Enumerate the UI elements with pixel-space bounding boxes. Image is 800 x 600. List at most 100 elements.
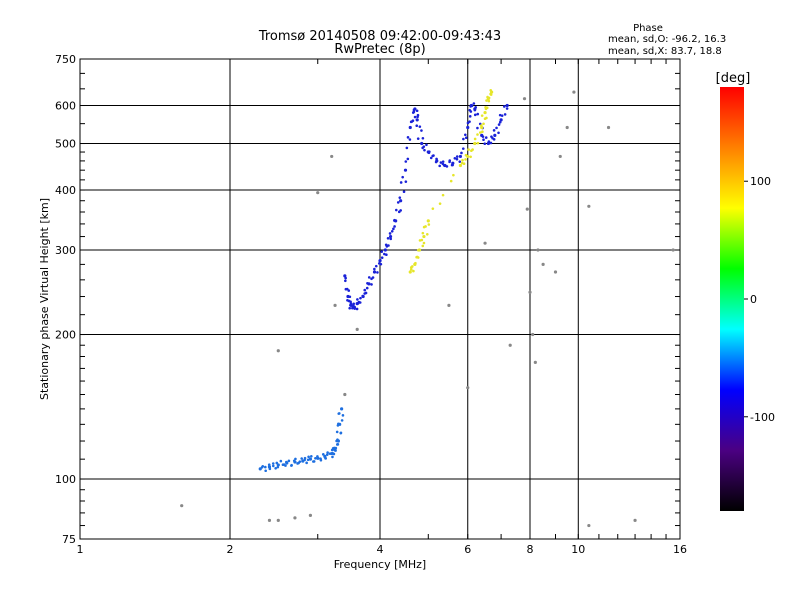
data-point bbox=[464, 153, 468, 157]
data-point bbox=[426, 219, 430, 223]
data-point bbox=[325, 453, 329, 456]
y-tick-label: 750 bbox=[55, 53, 76, 66]
data-point bbox=[340, 407, 344, 411]
data-point bbox=[415, 118, 419, 122]
data-point bbox=[276, 518, 280, 522]
data-point bbox=[373, 267, 376, 271]
data-point bbox=[335, 439, 338, 443]
data-point bbox=[348, 295, 352, 299]
y-tick-label: 600 bbox=[55, 100, 76, 113]
colorbar-tick-label: 0 bbox=[750, 293, 757, 306]
data-point bbox=[408, 270, 412, 274]
data-point bbox=[406, 136, 410, 139]
data-point bbox=[461, 147, 465, 150]
data-point bbox=[268, 467, 272, 471]
data-point bbox=[485, 99, 488, 102]
data-point bbox=[487, 96, 491, 100]
data-point bbox=[447, 303, 451, 308]
data-point bbox=[303, 456, 307, 460]
data-point bbox=[476, 112, 480, 116]
chart-title: Tromsø 20140508 09:42:00-09:43:43 bbox=[258, 29, 501, 44]
data-point bbox=[505, 103, 509, 108]
data-point bbox=[420, 238, 424, 242]
data-point bbox=[401, 175, 404, 179]
data-point bbox=[410, 265, 414, 268]
data-point bbox=[402, 190, 406, 194]
data-point bbox=[449, 179, 453, 183]
data-point bbox=[467, 148, 470, 151]
data-point bbox=[451, 163, 454, 167]
data-point bbox=[330, 154, 334, 159]
data-point bbox=[453, 156, 457, 160]
data-point bbox=[434, 160, 438, 164]
data-point bbox=[420, 129, 423, 132]
data-point bbox=[379, 258, 382, 262]
x-tick-label: 1 bbox=[77, 543, 84, 556]
data-point bbox=[489, 141, 493, 145]
data-point bbox=[293, 516, 297, 520]
data-point bbox=[432, 154, 435, 157]
data-point bbox=[355, 327, 359, 331]
data-point bbox=[474, 106, 477, 109]
data-point bbox=[383, 252, 386, 256]
data-point bbox=[428, 150, 431, 153]
data-point bbox=[413, 115, 417, 119]
data-point bbox=[412, 269, 415, 273]
data-point bbox=[461, 158, 464, 162]
x-tick-label: 8 bbox=[527, 543, 534, 556]
data-point bbox=[483, 241, 487, 245]
data-point bbox=[431, 207, 435, 210]
data-point bbox=[340, 419, 344, 422]
data-point bbox=[466, 125, 470, 130]
data-point bbox=[473, 108, 477, 112]
data-point bbox=[349, 302, 353, 305]
data-point bbox=[312, 460, 316, 463]
data-point bbox=[403, 168, 408, 172]
data-point bbox=[671, 248, 675, 252]
data-point bbox=[481, 135, 485, 138]
data-point bbox=[472, 102, 476, 105]
data-point bbox=[332, 452, 336, 456]
data-point bbox=[480, 124, 483, 127]
data-point bbox=[390, 229, 394, 233]
data-point bbox=[310, 455, 313, 458]
data-point bbox=[531, 332, 535, 337]
data-point bbox=[379, 262, 383, 266]
data-point bbox=[483, 142, 487, 146]
data-point bbox=[633, 518, 637, 522]
data-point bbox=[497, 123, 501, 126]
data-point bbox=[279, 459, 283, 463]
data-point bbox=[264, 469, 267, 473]
data-point bbox=[438, 202, 442, 205]
data-point bbox=[343, 274, 347, 278]
plot-grid bbox=[80, 59, 680, 539]
data-point bbox=[489, 89, 493, 92]
data-point bbox=[492, 138, 496, 141]
data-point bbox=[421, 136, 425, 140]
data-point bbox=[367, 276, 371, 279]
data-point bbox=[493, 133, 497, 137]
data-point bbox=[416, 113, 420, 117]
data-point bbox=[445, 165, 449, 168]
chart-subtitle: RwPretec (8p) bbox=[334, 42, 425, 57]
data-point bbox=[296, 462, 299, 465]
data-point bbox=[485, 116, 488, 120]
colorbar-tick-label: 100 bbox=[750, 175, 771, 188]
data-point bbox=[393, 218, 396, 222]
data-point bbox=[321, 453, 325, 456]
data-point bbox=[294, 457, 297, 461]
data-point bbox=[344, 287, 348, 291]
data-point bbox=[328, 452, 332, 455]
data-point bbox=[458, 154, 463, 159]
data-point bbox=[424, 225, 427, 228]
data-point bbox=[363, 288, 367, 292]
data-point bbox=[448, 159, 452, 162]
data-point bbox=[357, 300, 361, 304]
data-point bbox=[497, 131, 500, 135]
data-point bbox=[324, 457, 327, 460]
data-point bbox=[499, 118, 503, 122]
x-axis-label: Frequency [MHz] bbox=[334, 558, 426, 571]
data-point bbox=[411, 119, 415, 123]
data-point bbox=[383, 248, 387, 252]
